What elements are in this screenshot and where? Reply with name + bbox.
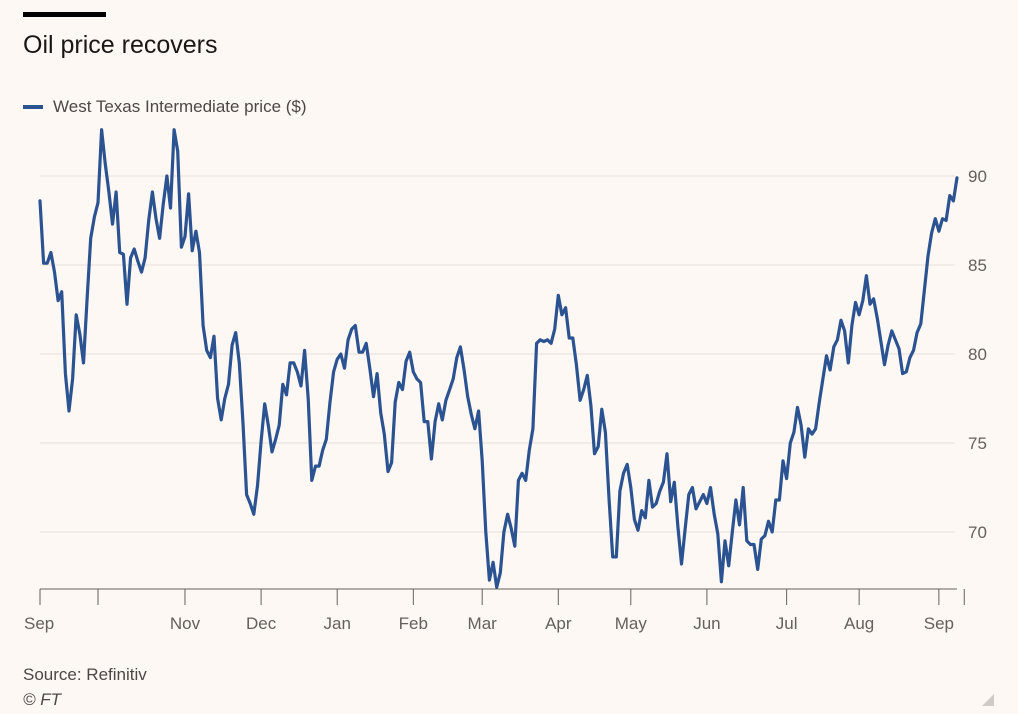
x-tick-label-4: Feb (399, 614, 428, 633)
copyright: © FT (23, 690, 62, 709)
y-tick-label-70: 70 (968, 523, 987, 542)
resize-corner (982, 694, 994, 706)
x-tick-label-8: Jun (693, 614, 720, 633)
chart-title: Oil price recovers (23, 31, 218, 59)
legend-label: West Texas Intermediate price ($) (53, 97, 307, 116)
y-tick-label-85: 85 (968, 256, 987, 275)
x-tick-label-5: Mar (468, 614, 498, 633)
source-note: Source: Refinitiv (23, 665, 147, 684)
x-tick-label-7: May (615, 614, 648, 633)
x-tick-label-1: Nov (170, 614, 201, 633)
x-tick-labels: Sep Nov Dec Jan Feb Mar Apr May Jun Jul Aug Sep (24, 614, 954, 633)
x-axis (39, 588, 965, 605)
y-tick-label-75: 75 (968, 434, 987, 453)
x-tick-label-11: Sep (924, 614, 954, 633)
legend-swatch (23, 105, 43, 109)
series-layer (38, 128, 959, 589)
x-tick-label-10: Aug (844, 614, 874, 633)
series-line-wti (38, 128, 959, 589)
x-tick-label-2: Dec (246, 614, 277, 633)
top-rule (23, 12, 106, 17)
x-tick-label-3: Jan (323, 614, 350, 633)
x-tick-label-6: Apr (545, 614, 572, 633)
y-tick-label-90: 90 (968, 167, 987, 186)
x-tick-label-9: Jul (776, 614, 798, 633)
y-tick-label-80: 80 (968, 345, 987, 364)
x-tick-label-0: Sep (24, 614, 54, 633)
y-axis: 70 75 80 85 90 (968, 167, 987, 542)
gridlines (40, 175, 955, 533)
legend: West Texas Intermediate price ($) (23, 97, 307, 117)
